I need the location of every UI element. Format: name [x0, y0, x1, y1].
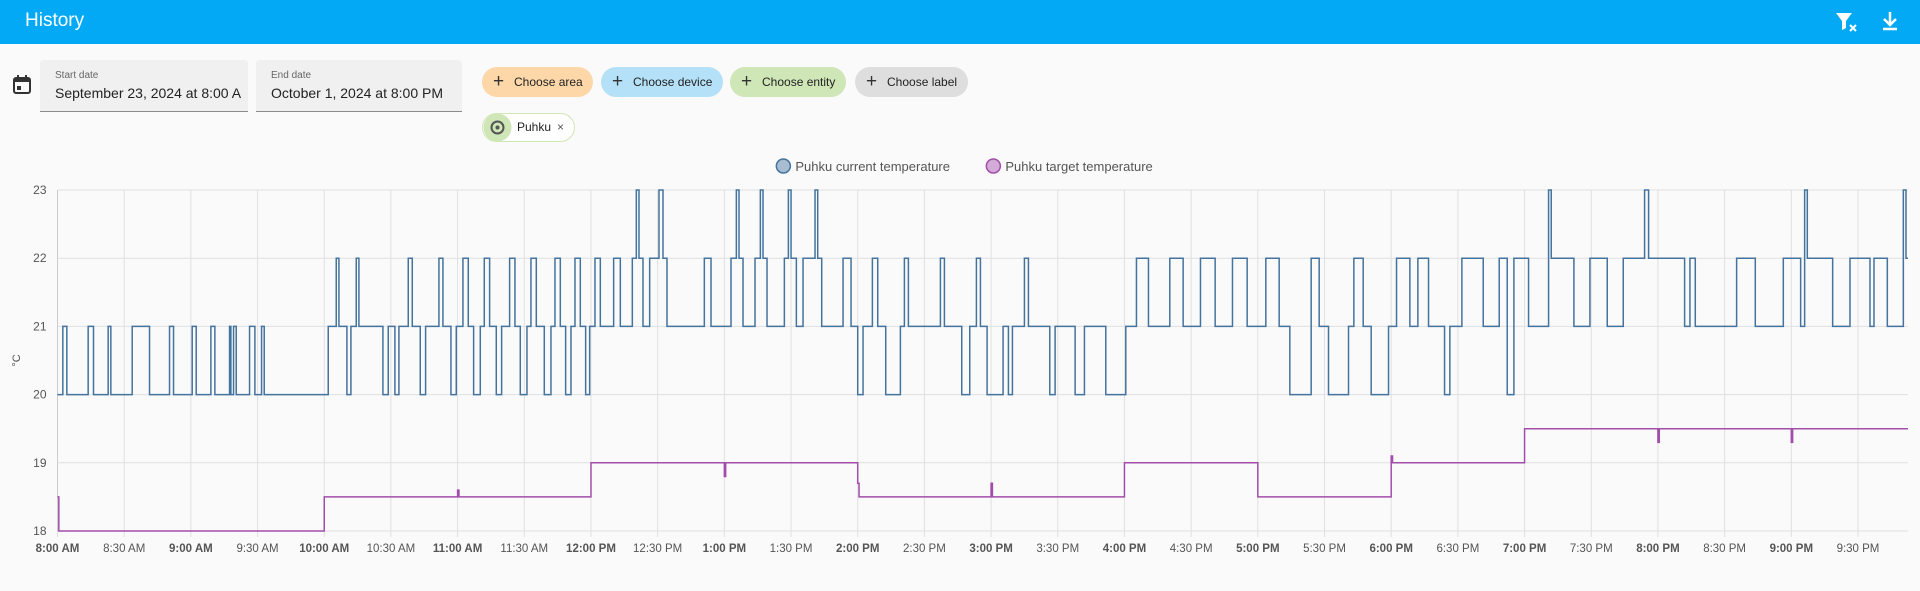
x-tick-label: 8:00 AM	[36, 543, 80, 555]
end-date-field[interactable]: End date October 1, 2024 at 8:00 PM	[256, 60, 462, 112]
chip-label: Puhku	[517, 120, 552, 134]
x-tick-label: 11:00 AM	[433, 543, 482, 555]
entity-chip[interactable]: Puhku ×	[482, 113, 575, 142]
chart: 18 19 20 21 22 23 8:00 AM 8:30 AM 9:00 AM 9:30 AM…	[11, 158, 1908, 555]
field-label: End date	[271, 70, 312, 81]
field-value: September 23, 2024 at 8:00 A	[55, 85, 242, 101]
x-tick-label: 7:00 PM	[1503, 543, 1546, 555]
start-date-field[interactable]: Start date September 23, 2024 at 8:00 A	[40, 60, 248, 112]
series-line	[57, 427, 1908, 532]
x-tick-label: 1:30 PM	[770, 543, 813, 555]
x-tick-label: 8:30 AM	[103, 543, 145, 555]
x-tick-label: 9:30 PM	[1837, 543, 1880, 555]
legend-marker	[775, 158, 792, 174]
chip-label: Choose area	[514, 75, 583, 89]
series-line	[57, 189, 1908, 396]
x-tick-label: 5:30 PM	[1303, 543, 1346, 555]
x-tick-label: 8:00 PM	[1636, 543, 1679, 555]
y-tick-label: 20	[33, 388, 47, 402]
legend-marker	[985, 158, 1002, 174]
x-tick-label: 9:00 PM	[1770, 543, 1813, 555]
choose-area-chip[interactable]: + Choose area	[482, 67, 593, 97]
x-tick-label: 5:00 PM	[1236, 543, 1279, 555]
x-tick-label: 12:00 PM	[566, 543, 616, 555]
x-tick-label: 7:30 PM	[1570, 543, 1613, 555]
remove-icon[interactable]: ×	[557, 120, 565, 134]
y-tick-label: 22	[33, 251, 47, 265]
field-value: October 1, 2024 at 8:00 PM	[271, 85, 443, 101]
field-label: Start date	[55, 70, 99, 81]
choose-entity-chip[interactable]: + Choose entity	[730, 67, 846, 97]
x-tick-label: 4:30 PM	[1170, 543, 1213, 555]
legend-label: Puhku current temperature	[795, 159, 950, 174]
chip-label: Choose entity	[762, 75, 836, 89]
x-tick-label: 11:30 AM	[500, 543, 548, 555]
x-tick-label: 12:30 PM	[633, 543, 682, 555]
y-tick-label: 21	[33, 319, 47, 333]
x-tick-label: 9:30 AM	[236, 543, 278, 555]
choose-device-chip[interactable]: + Choose device	[601, 67, 723, 97]
calendar-icon[interactable]	[11, 74, 33, 96]
chip-label: Choose label	[887, 75, 958, 89]
download-button[interactable]	[1878, 9, 1902, 33]
clear-filter-button[interactable]	[1833, 9, 1859, 35]
legend-label: Puhku target temperature	[1005, 159, 1152, 174]
x-tick-label: 6:30 PM	[1436, 543, 1479, 555]
choose-label-chip[interactable]: + Choose label	[855, 67, 968, 97]
app-bar: History	[0, 0, 1920, 44]
x-tick-label: 2:30 PM	[903, 543, 946, 555]
x-tick-label: 2:00 PM	[836, 543, 879, 555]
x-tick-label: 10:30 AM	[367, 543, 416, 555]
x-tick-label: 1:00 PM	[703, 543, 746, 555]
x-tick-label: 8:30 PM	[1703, 543, 1746, 555]
y-tick-label: 23	[33, 183, 47, 197]
x-tick-label: 3:00 PM	[969, 543, 1012, 555]
x-tick-label: 3:30 PM	[1036, 543, 1079, 555]
y-tick-label: 19	[33, 456, 47, 470]
x-tick-label: 10:00 AM	[299, 543, 349, 555]
entity-icon	[483, 113, 512, 142]
x-tick-label: 4:00 PM	[1103, 543, 1146, 555]
x-tick-label: 6:00 PM	[1369, 543, 1412, 555]
chip-label: Choose device	[633, 75, 713, 89]
page-title: History	[25, 10, 85, 31]
y-axis-label: °C	[11, 354, 23, 366]
y-tick-label: 18	[33, 524, 47, 538]
x-tick-label: 9:00 AM	[169, 543, 213, 555]
